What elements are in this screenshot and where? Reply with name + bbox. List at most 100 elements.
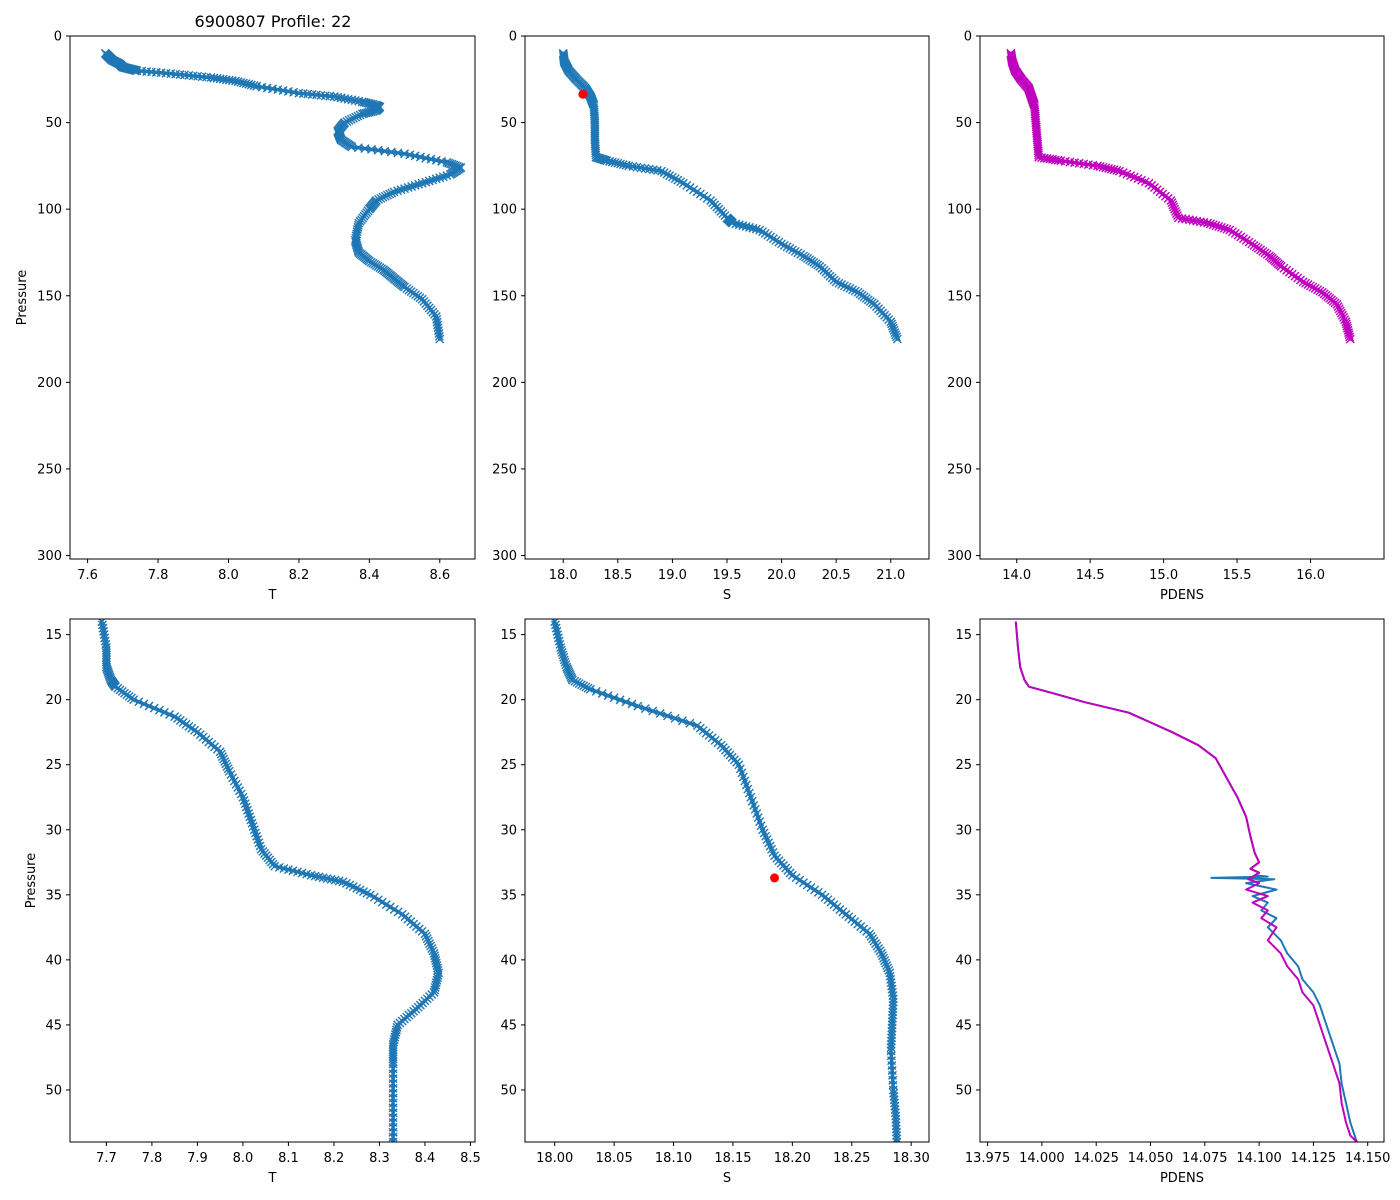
data-point (220, 756, 230, 766)
data-point (400, 149, 410, 159)
x-tick-label: 8.4 (415, 1151, 436, 1166)
axes-frame (979, 618, 1385, 1143)
data-point (357, 109, 367, 119)
axes-frame (524, 618, 930, 1143)
y-tick-label: 50 (500, 116, 517, 131)
data-point (249, 81, 259, 91)
data-point (1313, 285, 1323, 295)
y-tick-label: 45 (500, 1018, 517, 1033)
data-point (591, 686, 601, 696)
plot-area (1014, 621, 1358, 1142)
data-point (850, 286, 860, 296)
x-axis-label: S (723, 1171, 731, 1186)
data-point (667, 172, 677, 182)
data-point (738, 221, 748, 231)
plot-area (558, 48, 902, 344)
data-point (590, 124, 600, 134)
data-point (790, 246, 800, 256)
data-point (876, 948, 886, 958)
data-point (385, 902, 395, 912)
data-point (579, 681, 589, 691)
series-pdens-magenta- (1014, 621, 1358, 1142)
data-point (559, 655, 569, 665)
plot-area (100, 48, 466, 344)
x-tick-label: 8.0 (218, 568, 239, 583)
x-tick-label: 8.4 (359, 568, 380, 583)
axes-frame (69, 35, 476, 560)
data-point (882, 961, 892, 971)
y-tick-label: 35 (500, 888, 517, 903)
y-tick-label: 40 (955, 953, 972, 968)
x-axis-label: T (268, 1171, 277, 1186)
x-tick-label: 14.5 (1076, 568, 1105, 583)
data-point (670, 174, 680, 184)
data-point (793, 248, 803, 258)
y-tick-label: 45 (955, 1018, 972, 1033)
data-point (426, 154, 436, 164)
data-point (389, 904, 399, 914)
x-tick-label: 16.0 (1296, 568, 1325, 583)
data-point (1184, 215, 1194, 225)
data-point (581, 682, 591, 692)
y-tick-label: 30 (955, 823, 972, 838)
data-point (884, 965, 894, 975)
y-tick-label: 15 (500, 628, 517, 643)
data-point (648, 706, 658, 716)
data-point (221, 759, 231, 769)
data-point (1205, 219, 1215, 229)
x-tick-label: 8.1 (278, 1151, 299, 1166)
subplot-pdens-full: 14.0 14.5 15.0 15.5 16.0 0 50 100 150 200 250 300 PD… (947, 30, 1385, 603)
data-point (421, 931, 431, 941)
data-point (333, 92, 343, 102)
data-point (621, 697, 631, 707)
x-tick-label: 18.00 (536, 1151, 573, 1166)
y-tick-label: 20 (45, 693, 62, 708)
data-point (1305, 281, 1315, 291)
data-point (215, 747, 225, 757)
data-point (376, 193, 386, 203)
figure-title: 6900807 Profile: 22 (195, 12, 352, 31)
data-point (350, 96, 360, 106)
data-point (590, 128, 600, 138)
data-point (420, 929, 430, 939)
series-pdens (1006, 48, 1355, 344)
y-axis-label: Pressure (15, 270, 30, 326)
data-point (165, 709, 175, 719)
data-point (1315, 286, 1325, 296)
x-axis-label: PDENS (1160, 588, 1204, 603)
data-point (1177, 213, 1187, 223)
data-point (779, 240, 789, 250)
data-point (380, 191, 390, 201)
data-point (385, 189, 395, 199)
x-tick-label: 14.150 (1345, 1151, 1391, 1166)
data-point (788, 245, 798, 255)
data-point (568, 675, 578, 685)
data-point (1332, 299, 1342, 309)
data-point (1112, 165, 1122, 175)
plot-area (550, 619, 902, 1142)
data-point (1106, 164, 1116, 174)
y-tick-label: 100 (947, 203, 972, 218)
x-tick-label: 19.0 (658, 568, 687, 583)
data-point (1222, 224, 1232, 234)
data-point (222, 761, 232, 771)
y-tick-label: 30 (500, 823, 517, 838)
data-point (572, 677, 582, 687)
x-tick-label: 14.0 (1002, 568, 1031, 583)
y-tick-label: 0 (509, 30, 517, 45)
y-tick-label: 50 (45, 116, 62, 131)
data-point (428, 946, 438, 956)
data-point (685, 718, 695, 728)
data-point (427, 943, 437, 953)
data-point (673, 175, 683, 185)
data-point (1203, 218, 1213, 228)
data-point (1339, 312, 1349, 322)
data-point (353, 111, 363, 121)
y-tick-label: 40 (45, 953, 62, 968)
data-point (883, 963, 893, 973)
x-tick-label: 7.7 (96, 1151, 117, 1166)
data-point (1195, 217, 1205, 227)
y-tick-label: 20 (500, 693, 517, 708)
data-point (677, 716, 687, 726)
x-tick-label: 14.000 (1019, 1151, 1065, 1166)
